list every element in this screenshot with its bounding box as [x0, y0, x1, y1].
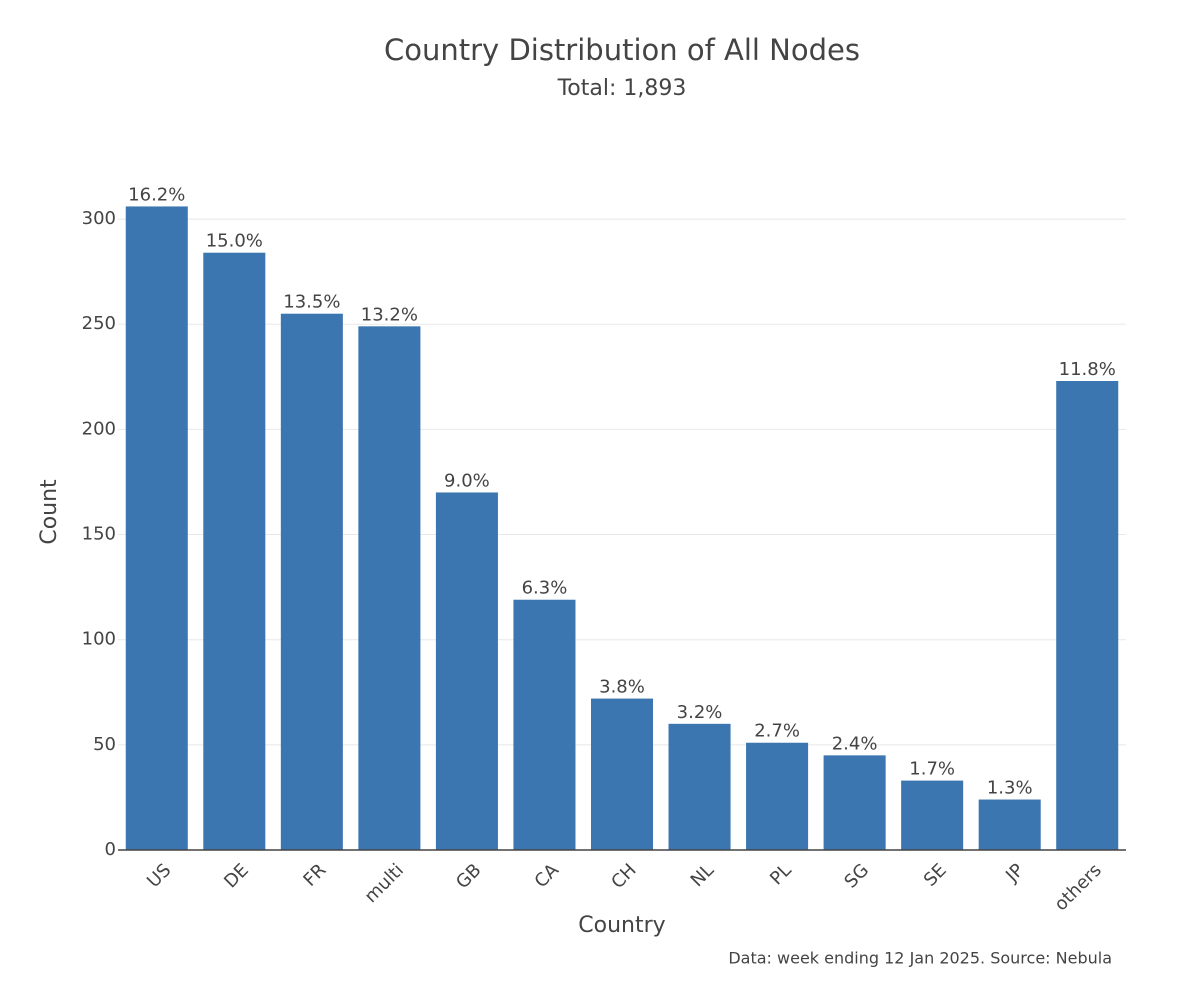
x-tick-label: SE	[920, 860, 951, 891]
bar	[590, 698, 654, 850]
data-label: 11.8%	[1059, 359, 1116, 380]
y-tick-label: 100	[82, 629, 116, 650]
x-tick-label: multi	[361, 860, 408, 907]
data-label: 1.3%	[987, 778, 1033, 799]
bar	[358, 326, 421, 850]
data-label: 16.2%	[128, 184, 185, 205]
footnote: Data: week ending 12 Jan 2025. Source: N…	[728, 949, 1112, 968]
y-tick-label: 0	[105, 839, 116, 860]
bar	[435, 492, 498, 850]
y-tick-label: 250	[82, 313, 116, 334]
bar	[125, 206, 188, 851]
data-label: 1.7%	[909, 759, 955, 780]
bar	[513, 599, 576, 850]
bar	[823, 755, 886, 850]
x-tick-label: US	[143, 860, 175, 892]
x-tick-label: CH	[607, 860, 640, 893]
y-tick-label: 300	[82, 208, 116, 229]
x-tick-label: CA	[531, 859, 564, 892]
bar	[668, 723, 731, 850]
bar	[746, 742, 809, 850]
x-tick-label: SG	[840, 860, 873, 893]
data-label: 3.2%	[677, 702, 723, 723]
x-tick-label: DE	[220, 860, 253, 893]
bar	[203, 252, 266, 850]
y-tick-label: 150	[82, 524, 116, 545]
data-label: 2.4%	[832, 733, 878, 754]
x-tick-label: GB	[452, 860, 485, 893]
x-axis-title: Country	[578, 913, 665, 938]
data-label: 9.0%	[444, 470, 490, 491]
data-label: 15.0%	[206, 231, 263, 252]
chart-title: Country Distribution of All Nodes	[384, 33, 860, 67]
y-tick-label: 200	[82, 418, 116, 439]
x-tick-label: JP	[1001, 860, 1028, 887]
x-tick-label: NL	[687, 860, 718, 891]
bar	[978, 799, 1041, 850]
bar	[901, 780, 964, 850]
data-label: 13.2%	[361, 304, 418, 325]
y-axis-title: Count	[37, 479, 62, 545]
x-tick-label: FR	[299, 860, 330, 891]
x-tick-label: others	[1050, 860, 1105, 915]
data-label: 13.5%	[283, 292, 340, 313]
y-tick-label: 50	[93, 734, 116, 755]
x-tick-label: PL	[766, 860, 796, 890]
data-label: 3.8%	[599, 677, 645, 698]
chart-subtitle: Total: 1,893	[557, 76, 687, 101]
data-label: 6.3%	[522, 578, 568, 599]
data-label: 2.7%	[754, 721, 800, 742]
bar	[280, 313, 343, 850]
bar	[1056, 381, 1119, 850]
